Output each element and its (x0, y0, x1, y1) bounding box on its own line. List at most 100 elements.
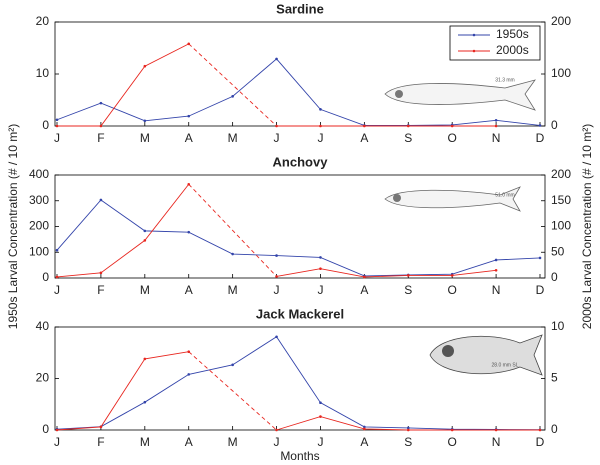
x-tick-label: O (448, 131, 457, 145)
x-tick-label: O (448, 283, 457, 297)
y-axis-label: 1950s Larval Concentration (# / 10 m²) (6, 124, 20, 329)
x-tick-label: J (317, 131, 323, 145)
y2-tick-label: 100 (551, 219, 571, 233)
point (319, 124, 322, 128)
point (143, 239, 147, 242)
point (231, 363, 234, 367)
fish-sardine (384, 79, 536, 111)
point (406, 274, 410, 277)
point (187, 42, 191, 46)
y-tick-label: 100 (29, 244, 49, 258)
fish-anchovy (384, 186, 521, 212)
point (319, 108, 322, 111)
point (319, 256, 322, 259)
y2-tick-label: 0 (551, 118, 558, 132)
point (187, 350, 191, 354)
point (143, 357, 147, 361)
y-tick-label: 20 (36, 371, 50, 385)
gap-bridge (188, 43, 277, 127)
series-line (56, 336, 541, 431)
gap-bridge (188, 351, 277, 431)
point (494, 258, 498, 262)
point (319, 415, 322, 418)
legend-box (449, 25, 541, 61)
series-line (56, 183, 497, 278)
x-tick-label: A (360, 435, 368, 449)
point (275, 57, 278, 61)
y2-tick-label: 0 (551, 422, 558, 436)
point (494, 268, 498, 272)
x-tick-label: A (360, 131, 368, 145)
point (319, 401, 322, 405)
y2-tick-label: 10 (551, 319, 565, 333)
x-tick-label: S (404, 283, 412, 297)
legend-marker (472, 49, 476, 53)
point (406, 426, 410, 430)
x-tick-label: D (536, 131, 545, 145)
point (99, 425, 103, 429)
x-tick-label: M (140, 131, 150, 145)
point (143, 64, 147, 68)
point (406, 428, 410, 432)
point (450, 124, 454, 128)
point (275, 275, 278, 278)
x-tick-label: M (228, 283, 238, 297)
fish-caption: 28.0 mm SL (492, 362, 519, 368)
gap-bridge (188, 183, 277, 277)
point (99, 101, 103, 105)
series-line (56, 199, 541, 277)
y2-axis-label: 2000s Larval Concentration (# / 10 m²) (580, 124, 594, 329)
point (187, 114, 191, 118)
point (406, 124, 410, 128)
point (494, 118, 498, 122)
y-tick-label: 40 (36, 319, 50, 333)
x-tick-label: F (97, 283, 104, 297)
point (275, 124, 278, 128)
x-tick-label: A (360, 283, 368, 297)
y-tick-label: 300 (29, 193, 49, 207)
point (494, 124, 498, 128)
y-tick-label: 0 (42, 118, 49, 132)
point (363, 275, 366, 279)
x-tick-label: J (317, 435, 323, 449)
legend-marker (472, 33, 476, 37)
x-axis-label: Months (280, 449, 319, 463)
point (99, 271, 103, 275)
y2-tick-label: 150 (551, 193, 571, 207)
panel-title: Anchovy (273, 154, 329, 169)
y2-tick-label: 200 (551, 14, 571, 28)
point (275, 428, 278, 432)
fish-jack-mackerel (429, 334, 543, 376)
point (55, 248, 59, 252)
x-tick-label: M (140, 435, 150, 449)
point (187, 373, 191, 376)
x-tick-label: M (140, 283, 150, 297)
y-tick-label: 10 (36, 66, 50, 80)
point (538, 428, 542, 432)
x-tick-label: J (274, 435, 280, 449)
y2-tick-label: 5 (551, 371, 558, 385)
x-tick-label: A (185, 131, 193, 145)
point (231, 95, 234, 98)
x-tick-label: J (274, 131, 280, 145)
x-tick-label: F (97, 435, 104, 449)
y2-tick-label: 50 (551, 244, 565, 258)
x-tick-label: J (54, 131, 60, 145)
legend-label: 2000s (496, 43, 529, 57)
series-line (56, 58, 541, 126)
point (538, 124, 542, 127)
point (363, 425, 366, 429)
x-tick-label: N (492, 283, 501, 297)
fish-caption: 31.3 mm (495, 77, 514, 83)
y-tick-label: 200 (29, 219, 49, 233)
point (187, 230, 191, 234)
x-tick-label: M (228, 435, 238, 449)
point (494, 428, 498, 432)
point (55, 118, 59, 122)
point (143, 400, 147, 404)
x-tick-label: J (54, 435, 60, 449)
x-tick-label: N (492, 131, 501, 145)
point (363, 427, 366, 431)
point (450, 274, 454, 277)
